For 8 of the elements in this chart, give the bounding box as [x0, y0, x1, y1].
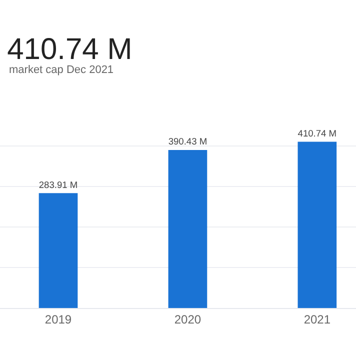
- x-tick-label: 2019: [44, 312, 72, 326]
- chart-subtitle: market cap Dec 2021: [9, 64, 114, 76]
- x-tick-label: 2021: [304, 312, 331, 326]
- data-label: 410.74 M: [298, 128, 337, 138]
- chart-title: 410.74 M: [7, 32, 132, 66]
- data-label: 283.91 M: [38, 180, 78, 190]
- x-tick-label: 2020: [174, 312, 202, 326]
- data-label: 390.43 M: [168, 136, 208, 147]
